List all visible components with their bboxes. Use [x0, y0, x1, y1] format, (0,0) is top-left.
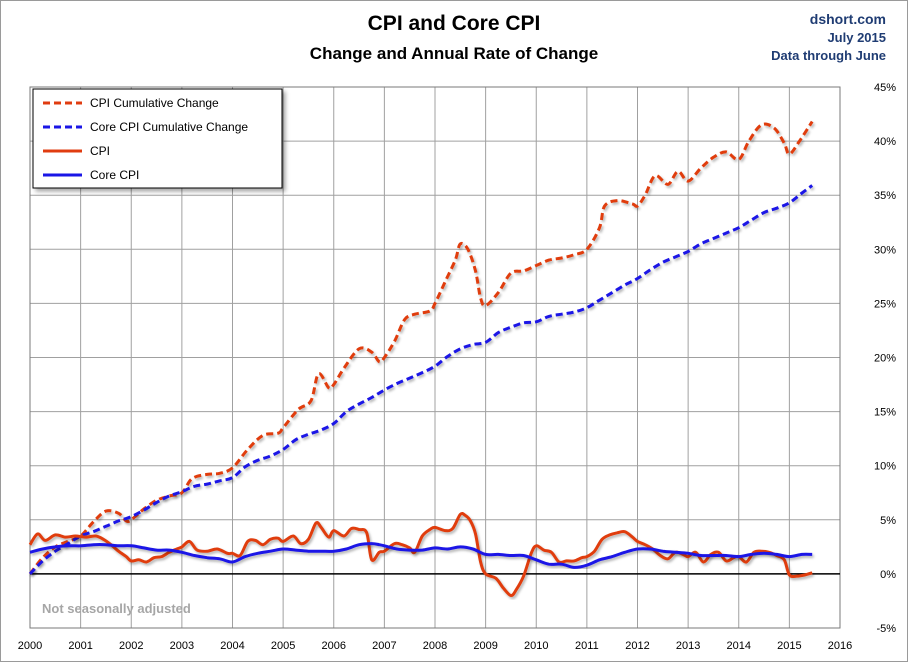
- y-tick-label: 5%: [880, 515, 896, 527]
- x-tick-label: 2016: [828, 640, 852, 652]
- seasonal-note: Not seasonally adjusted: [42, 601, 191, 616]
- y-tick-label: 40%: [874, 136, 896, 148]
- source-label: dshort.com: [809, 11, 886, 27]
- chart-title: CPI and Core CPI: [367, 12, 541, 35]
- x-tick-label: 2014: [727, 640, 751, 652]
- axes: 2000 2001 2002 2003 2004 2005 2006 2007 2008 2009…: [18, 82, 896, 652]
- x-tick-label: 2013: [676, 640, 700, 652]
- x-tick-label: 2001: [68, 640, 92, 652]
- x-tick-label: 2015: [777, 640, 801, 652]
- y-tick-label: 15%: [874, 407, 896, 419]
- x-tick-label: 2009: [473, 640, 497, 652]
- legend-box: [32, 88, 283, 189]
- x-tick-label: 2010: [524, 640, 548, 652]
- chart-subtitle: Change and Annual Rate of Change: [309, 44, 599, 63]
- series-line-core-cpi-cumulative-change: [28, 184, 814, 575]
- plot-border: [29, 86, 841, 629]
- legend-label: CPI: [90, 144, 110, 158]
- series-lines: [28, 120, 814, 598]
- legend-label: Core CPI Cumulative Change: [90, 120, 248, 134]
- y-tick-label: -5%: [876, 623, 896, 635]
- y-tick-label: 10%: [874, 461, 896, 473]
- y-tick-label: 0%: [880, 569, 896, 581]
- x-tick-label: 2005: [271, 640, 295, 652]
- date-label: July 2015: [827, 30, 886, 45]
- data-through-label: Data through June: [771, 48, 886, 63]
- y-tick-label: 25%: [874, 298, 896, 310]
- x-tick-label: 2008: [423, 640, 447, 652]
- y-tick-label: 20%: [874, 353, 896, 365]
- legend-label: CPI Cumulative Change: [90, 96, 219, 110]
- y-tick-label: 30%: [874, 244, 896, 256]
- x-tick-label: 2004: [220, 640, 244, 652]
- x-tick-label: 2003: [170, 640, 194, 652]
- x-tick-label: 2007: [372, 640, 396, 652]
- y-tick-label: 35%: [874, 190, 896, 202]
- x-tick-label: 2011: [575, 640, 599, 652]
- series-line-cpi-cumulative-change: [28, 120, 814, 575]
- series-line-core-cpi: [29, 542, 813, 569]
- y-tick-label: 45%: [874, 82, 896, 94]
- x-tick-label: 2006: [322, 640, 346, 652]
- legend-label: Core CPI: [90, 168, 139, 182]
- x-tick-label: 2000: [18, 640, 42, 652]
- x-tick-label: 2002: [119, 640, 143, 652]
- x-tick-label: 2012: [625, 640, 649, 652]
- legend: CPI Cumulative Change Core CPI Cumulative…: [32, 88, 283, 189]
